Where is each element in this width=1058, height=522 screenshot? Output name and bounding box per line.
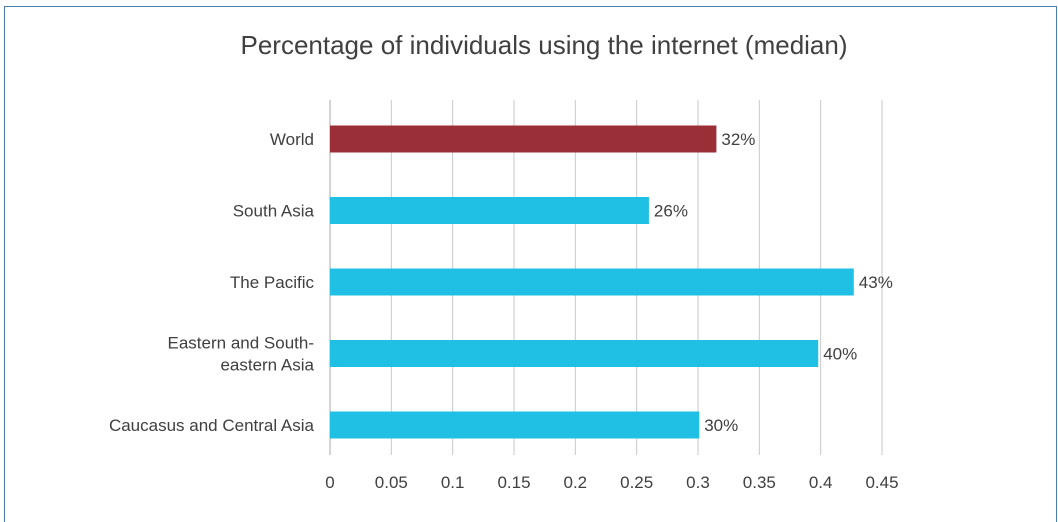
category-label-line: eastern Asia [220,356,314,375]
data-label: 30% [704,416,738,435]
category-label-line: South Asia [233,202,315,221]
category-label-line: The Pacific [230,273,315,292]
bar [330,340,819,367]
x-tick-label: 0.35 [743,473,776,492]
data-label: 40% [823,345,857,364]
x-tick-label: 0 [325,473,334,492]
bar [330,268,854,296]
data-labels: 32% 26% 43% 40% 30% [654,130,893,435]
category-label: The Pacific [230,273,315,292]
category-label-line: World [270,130,314,149]
category-labels: World South Asia The Pacific Eastern and So… [109,130,315,435]
x-tick-label: 0.15 [497,473,530,492]
chart-title: Percentage of individuals using the inte… [240,30,848,60]
bar [330,125,717,153]
x-tick-label: 0.45 [865,473,898,492]
x-tick-label: 0.1 [441,473,465,492]
bar [330,411,700,439]
category-label: South Asia [233,202,315,221]
data-label: 26% [654,202,688,221]
category-label: World [270,130,314,149]
x-tick-label: 0.2 [564,473,588,492]
chart-frame [4,6,1057,522]
data-label: 32% [721,130,755,149]
x-tick-label: 0.4 [809,473,833,492]
bar [330,197,649,224]
x-tick-label: 0.25 [620,473,653,492]
data-label: 43% [859,273,893,292]
category-label: Caucasus and Central Asia [109,416,315,435]
bars [330,125,854,439]
x-tick-label: 0.3 [686,473,710,492]
x-axis-tick-labels: 0 0.05 0.1 0.15 0.2 0.25 0.3 0.35 0.4 0.45 [325,473,898,492]
category-label-line: Eastern and South- [168,334,314,353]
x-tick-label: 0.05 [375,473,408,492]
category-label-line: Caucasus and Central Asia [109,416,315,435]
category-label: Eastern and South-eastern Asia [168,334,315,375]
